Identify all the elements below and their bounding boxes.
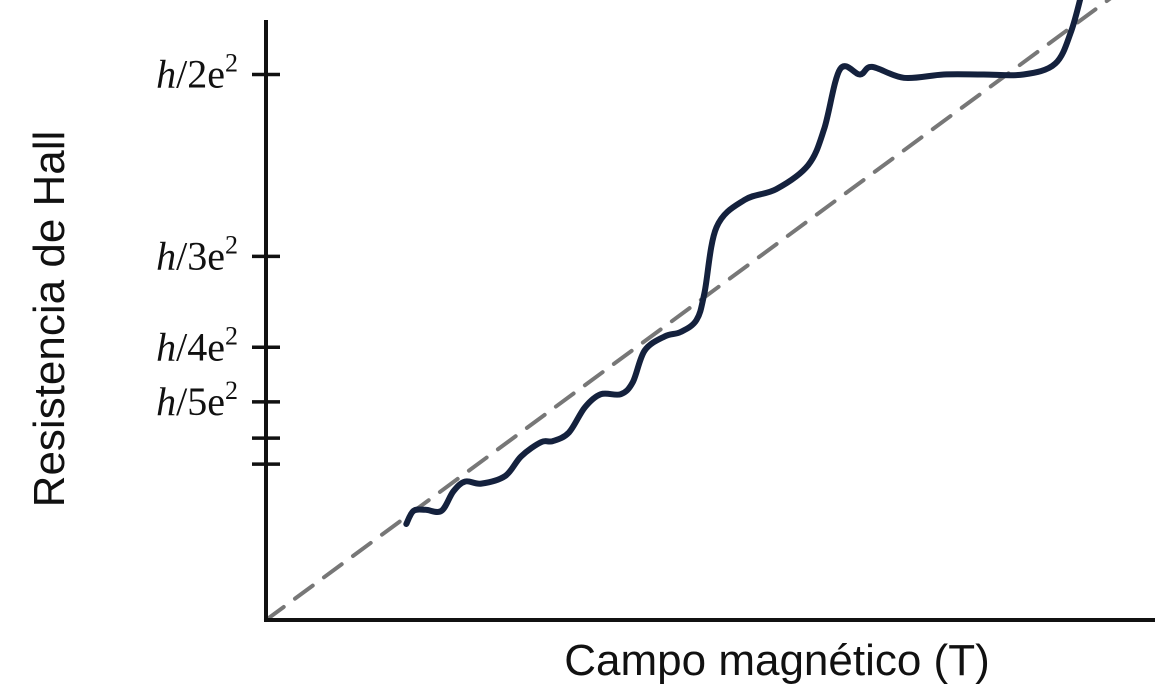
y-tick-label: h/4e2 — [156, 321, 238, 369]
series-layer — [264, 0, 1112, 622]
y-axis-title: Resistencia de Hall — [25, 131, 74, 508]
axes-layer — [264, 20, 1155, 622]
classical-hall-dashed-line — [264, 0, 1112, 622]
x-axis-title: Campo magnético (T) — [564, 636, 989, 685]
y-ticks: h/2e2 h/3e2 h/4e2 h/5e2 — [156, 49, 280, 466]
y-tick-label: h/3e2 — [156, 230, 238, 278]
hall-resistance-curve — [403, 0, 1084, 527]
y-tick-label: h/5e2 — [156, 376, 238, 424]
y-tick-label: h/2e2 — [156, 49, 238, 97]
